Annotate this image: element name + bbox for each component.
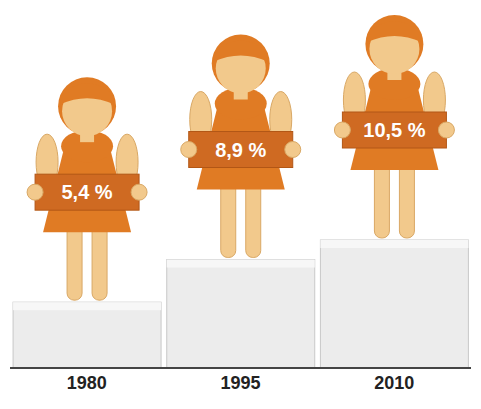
svg-text:8,9 %: 8,9 %: [215, 139, 266, 161]
svg-text:1980: 1980: [67, 373, 107, 393]
svg-text:1995: 1995: [220, 373, 260, 393]
svg-text:2010: 2010: [374, 373, 414, 393]
svg-text:5,4 %: 5,4 %: [61, 181, 112, 203]
svg-text:10,5 %: 10,5 %: [363, 119, 425, 141]
